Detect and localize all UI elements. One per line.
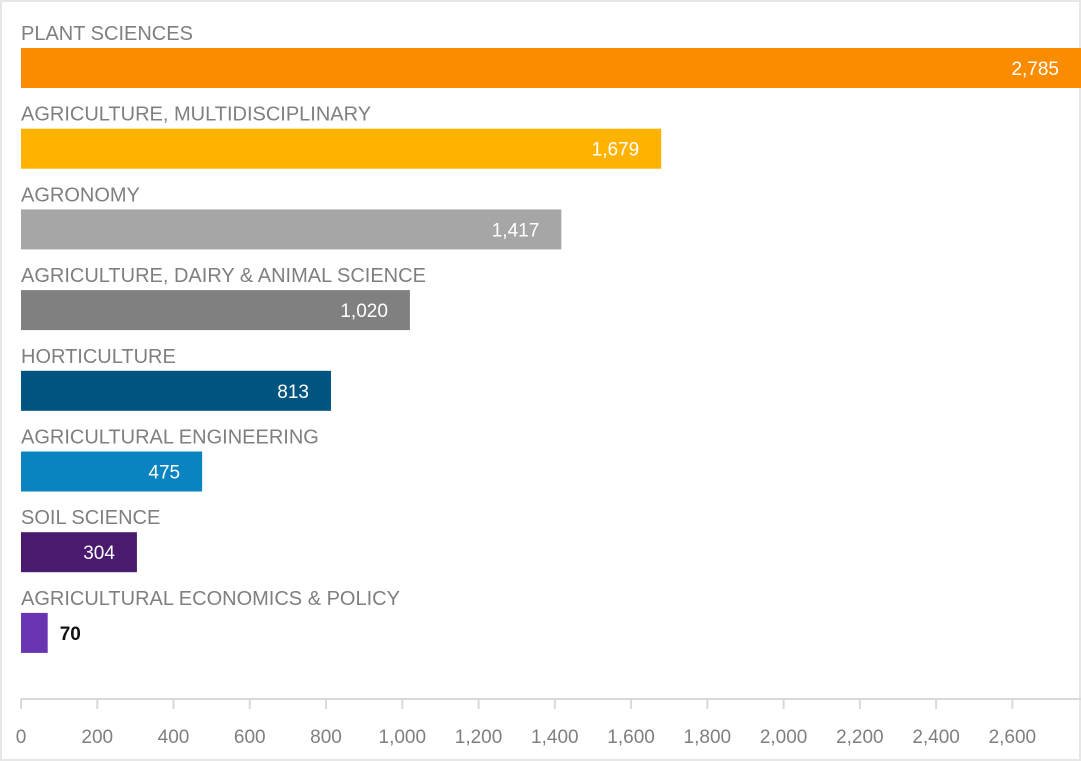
category-label: AGRICULTURE, MULTIDISCIPLINARY (21, 104, 371, 126)
x-tick-label: 200 (81, 727, 113, 748)
data-label: 1,679 (592, 140, 640, 161)
bars-layer: PLANT SCIENCES 2,785 AGRICULTURE, MULTIDIS… (21, 23, 1081, 653)
x-tick-label: 2,000 (760, 727, 808, 748)
bar (21, 612, 48, 653)
bar (21, 290, 410, 331)
bar (21, 451, 203, 492)
category-label: AGRONOMY (21, 184, 140, 206)
data-label: 475 (148, 463, 180, 484)
x-tick-label: 1,800 (684, 727, 732, 748)
data-label: 304 (83, 543, 115, 564)
x-tick-label: 0 (16, 727, 27, 748)
x-tick-label: 800 (310, 727, 342, 748)
x-tick-label: 1,600 (607, 727, 655, 748)
category-label: SOIL SCIENCE (21, 507, 160, 529)
data-label: 1,020 (340, 301, 388, 322)
category-label: AGRICULTURE, DAIRY & ANIMAL SCIENCE (21, 265, 426, 287)
x-tick-label: 1,000 (379, 727, 427, 748)
category-label: AGRICULTURAL ENGINEERING (21, 427, 319, 449)
category-label: HORTICULTURE (21, 346, 176, 368)
data-label: 813 (277, 382, 309, 403)
x-tick-label: 600 (234, 727, 266, 748)
category-label: PLANT SCIENCES (21, 23, 193, 45)
data-label: 1,417 (492, 220, 540, 241)
bar (21, 370, 331, 411)
data-label: 2,785 (1011, 59, 1059, 80)
category-label: AGRICULTURAL ECONOMICS & POLICY (21, 588, 400, 610)
x-tick-label: 2,200 (836, 727, 884, 748)
x-tick-label: 1,200 (455, 727, 503, 748)
bar (21, 48, 1081, 88)
x-tick-label: 400 (158, 727, 190, 748)
bar (21, 128, 662, 169)
x-tick-label: 1,400 (531, 727, 579, 748)
bar (21, 209, 562, 250)
x-axis: 0 200 400 600 800 1,000 1,200 1,400 1,600 1,800 2,… (16, 698, 1081, 748)
x-tick-label: 2,600 (989, 727, 1037, 748)
bar (21, 532, 137, 573)
data-label: 70 (60, 624, 81, 645)
x-tick-label: 2,400 (912, 727, 960, 748)
